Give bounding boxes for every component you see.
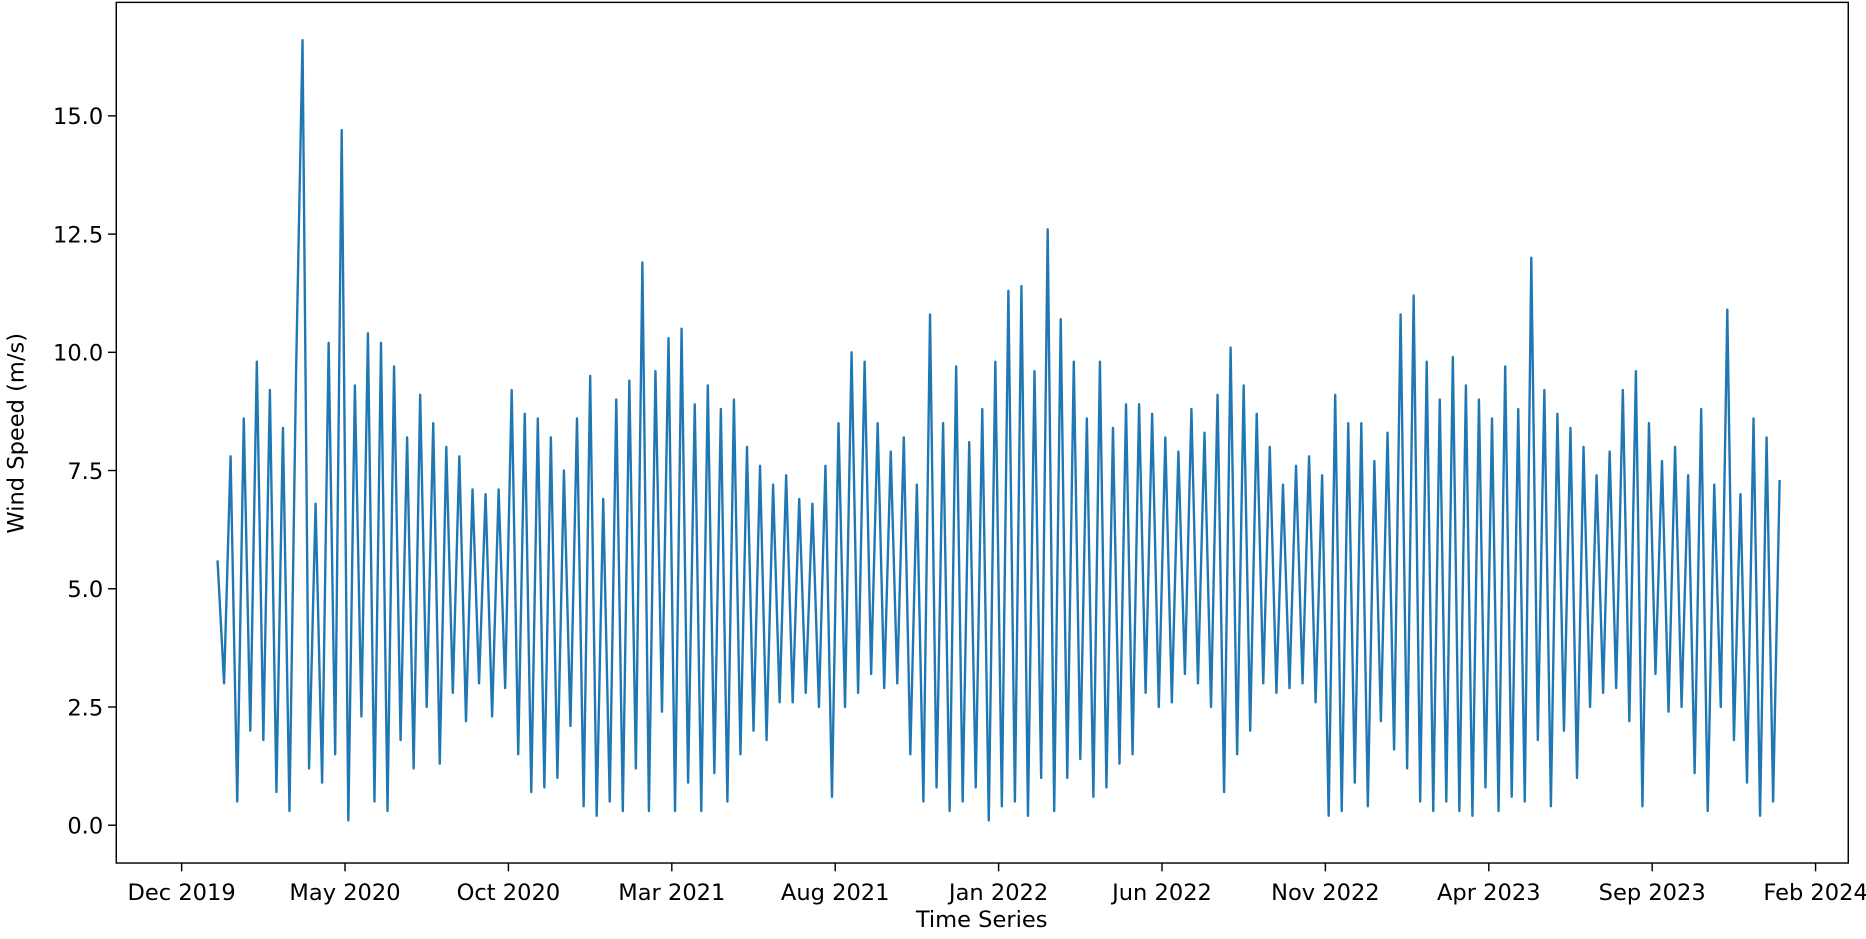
x-tick-label: Sep 2023 bbox=[1599, 880, 1706, 906]
x-axis-label: Time Series bbox=[915, 907, 1048, 933]
data-line bbox=[216, 39, 1781, 822]
x-tick-label: Aug 2021 bbox=[781, 880, 890, 906]
y-tick-label: 5.0 bbox=[67, 577, 103, 603]
x-tick-label: May 2020 bbox=[289, 880, 400, 906]
y-tick-label: 2.5 bbox=[67, 695, 103, 721]
y-tick-label: 7.5 bbox=[67, 459, 103, 485]
y-axis-label: Wind Speed (m/s) bbox=[4, 333, 30, 534]
y-tick-label: 15.0 bbox=[53, 104, 103, 130]
y-tick-label: 0.0 bbox=[67, 814, 103, 840]
plot-frame bbox=[115, 1, 1849, 864]
x-tick-label: Dec 2019 bbox=[128, 880, 236, 906]
y-tick-label: 10.0 bbox=[53, 341, 103, 367]
x-tick-label: Jan 2022 bbox=[947, 880, 1048, 906]
x-tick-label: Oct 2020 bbox=[457, 880, 561, 906]
x-tick-label: Jun 2022 bbox=[1110, 880, 1212, 906]
x-tick-label: Feb 2024 bbox=[1763, 880, 1866, 906]
x-tick-label: Apr 2023 bbox=[1437, 880, 1541, 906]
x-tick-label: Mar 2021 bbox=[618, 880, 725, 906]
y-tick-label: 12.5 bbox=[53, 222, 103, 248]
x-tick-label: Nov 2022 bbox=[1271, 880, 1380, 906]
